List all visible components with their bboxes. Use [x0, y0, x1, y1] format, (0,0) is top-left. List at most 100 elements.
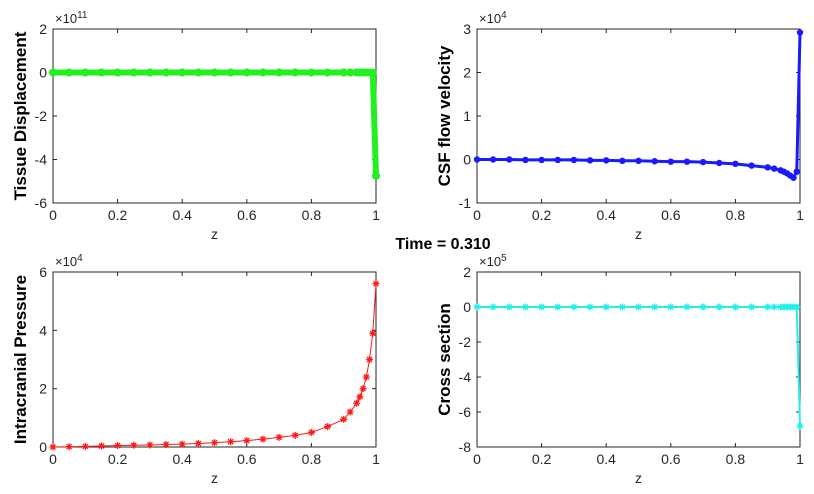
y-exponent-label: ×105	[479, 253, 507, 269]
data-point	[764, 164, 771, 171]
data-point	[538, 303, 546, 311]
data-point	[473, 156, 481, 163]
data-point	[489, 303, 497, 311]
data-point	[291, 431, 299, 439]
data-point	[113, 68, 122, 77]
data-point	[522, 156, 529, 164]
x-axis-label: z	[635, 470, 642, 486]
axes-box	[476, 28, 801, 204]
data-point	[635, 303, 642, 311]
data-point	[505, 303, 513, 311]
data-point	[129, 68, 138, 77]
data-point	[242, 68, 251, 77]
data-point	[145, 68, 154, 77]
data-point	[489, 156, 497, 163]
data-point	[651, 158, 658, 165]
y-tick-label: -4	[35, 152, 48, 168]
data-point	[324, 423, 332, 431]
data-point	[770, 303, 778, 311]
x-tick-label: 0.8	[726, 207, 746, 223]
data-point	[683, 158, 691, 165]
data-point	[146, 441, 154, 449]
axes-box	[476, 271, 801, 448]
x-tick-label: 0.2	[108, 451, 128, 467]
data-point	[619, 157, 626, 165]
data-point	[732, 160, 739, 168]
axes-box	[52, 271, 377, 448]
y-axis-label: Cross section	[435, 303, 454, 415]
data-point	[651, 303, 659, 311]
exponent-base: ×10	[55, 11, 77, 26]
data-point	[521, 303, 529, 311]
y-tick-label: 2	[39, 21, 47, 37]
y-tick-label: -2	[459, 334, 472, 350]
x-tick-label: 0.6	[237, 451, 257, 467]
x-tick-label: 1	[796, 207, 804, 223]
data-point	[362, 373, 370, 381]
x-axis-label: z	[635, 226, 642, 242]
x-tick-label: 0.6	[237, 207, 257, 223]
data-point	[194, 68, 203, 77]
x-tick-label: 0.4	[596, 451, 616, 467]
data-point	[49, 443, 57, 451]
x-tick-label: 0.2	[532, 451, 552, 467]
data-point	[49, 68, 57, 77]
data-point	[586, 303, 594, 311]
y-exponent-label: ×104	[55, 253, 83, 269]
y-tick-label: -1	[459, 195, 472, 211]
data-point	[340, 415, 348, 423]
data-point	[538, 156, 545, 164]
data-point	[346, 68, 355, 77]
data-point	[178, 68, 187, 77]
x-tick-label: 0	[473, 451, 481, 467]
data-point	[586, 157, 594, 164]
x-tick-label: 0.6	[661, 451, 681, 467]
data-point	[275, 68, 284, 77]
data-point	[748, 162, 755, 169]
data-point	[602, 303, 610, 311]
data-point	[65, 443, 73, 451]
data-point	[366, 356, 374, 363]
exponent-base: ×10	[55, 254, 77, 269]
subplot-4: 0 0.2 0.4 0.6 0.8 1 -8 -6 -4 -2 0 2 ×105 z Cross secti…	[435, 253, 804, 486]
data-point	[796, 29, 804, 36]
data-point	[291, 68, 300, 77]
x-tick-label: 0	[49, 207, 57, 223]
x-tick-label: 0.8	[726, 451, 746, 467]
data-point	[359, 385, 367, 393]
data-point	[570, 156, 578, 164]
data-point	[748, 303, 756, 311]
data-point	[699, 158, 707, 166]
data-point	[554, 156, 561, 164]
y-exponent-label: ×104	[479, 10, 507, 26]
exponent-power: 11	[77, 10, 88, 21]
data-point	[307, 68, 316, 77]
x-tick-label: 0.2	[532, 207, 552, 223]
data-point	[506, 156, 513, 163]
x-tick-label: 0.4	[172, 451, 192, 467]
x-tick-label: 0.2	[108, 207, 128, 223]
data-point	[473, 303, 481, 311]
y-tick-label: 2	[463, 264, 471, 280]
data-point	[243, 437, 251, 445]
y-tick-label: 4	[39, 322, 47, 338]
y-tick-label: 0	[39, 65, 47, 81]
x-tick-label: 1	[372, 451, 380, 467]
data-point	[307, 428, 315, 436]
exponent-power: 5	[501, 253, 507, 264]
data-point	[258, 68, 267, 77]
y-tick-label: 1	[463, 108, 471, 124]
data-point	[793, 168, 800, 175]
y-tick-label: 0	[39, 439, 47, 455]
data-point	[699, 303, 707, 311]
exponent-power: 4	[77, 253, 83, 264]
data-point	[162, 68, 171, 77]
data-point	[683, 303, 691, 311]
data-point	[770, 165, 778, 172]
data-point	[715, 303, 723, 311]
x-tick-label: 0.8	[302, 207, 322, 223]
data-point	[368, 68, 377, 77]
data-point	[716, 159, 723, 167]
x-tick-label: 0.4	[172, 207, 192, 223]
data-point	[618, 303, 626, 311]
